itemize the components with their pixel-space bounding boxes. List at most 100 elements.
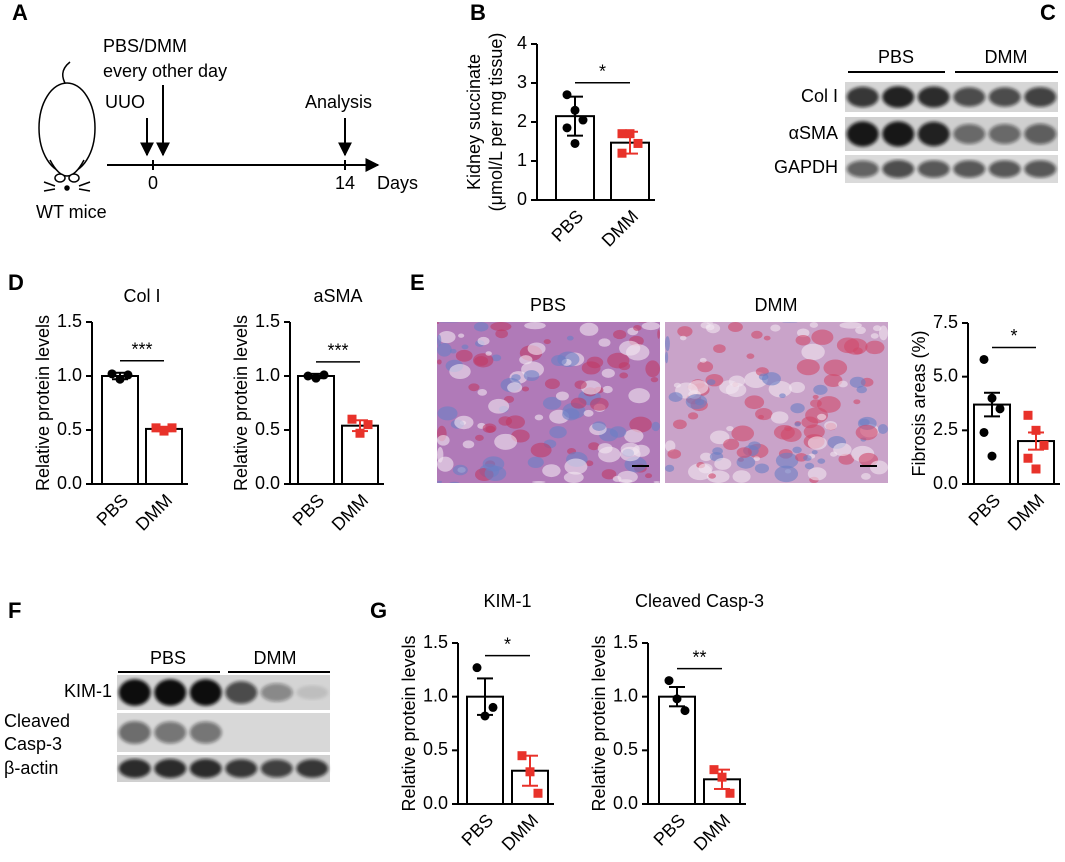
tissue — [653, 481, 660, 483]
tissue — [452, 464, 468, 476]
blot-label: KIM-1 — [64, 681, 112, 701]
tissue — [454, 415, 474, 430]
group-label: PBS — [150, 648, 186, 668]
tissue — [873, 325, 882, 332]
y-tick-label: 5.0 — [933, 365, 958, 385]
panel-label: D — [8, 270, 24, 295]
group-label: PBS — [878, 47, 914, 67]
tissue — [801, 343, 825, 361]
tissue — [833, 443, 852, 456]
tissue — [613, 329, 627, 340]
tissue — [485, 351, 492, 356]
blot-band — [118, 759, 151, 778]
chart-title: KIM-1 — [483, 591, 531, 611]
x-tick-label: DMM — [598, 206, 643, 251]
tissue — [761, 372, 781, 386]
tissue — [790, 403, 805, 414]
tissue — [566, 335, 574, 341]
bar — [101, 375, 139, 485]
treatment-label: every other day — [103, 61, 227, 81]
significance-label: * — [504, 634, 511, 654]
y-tick-label: 0.5 — [423, 739, 448, 759]
blot-band — [846, 160, 879, 178]
tissue — [462, 440, 475, 449]
tissue — [618, 362, 631, 371]
data-point — [355, 428, 365, 438]
tissue — [779, 393, 786, 398]
group-label: DMM — [985, 47, 1028, 67]
significance-label: ** — [692, 647, 706, 667]
tissue — [736, 455, 756, 469]
tissue — [504, 395, 515, 403]
tissue — [838, 380, 848, 388]
tissue — [438, 322, 460, 323]
blot-band — [846, 121, 879, 147]
tissue — [449, 364, 471, 380]
panel-label: F — [8, 598, 21, 623]
tissue — [665, 351, 669, 364]
tissue — [549, 426, 567, 439]
y-tick-label: 1.0 — [423, 685, 448, 705]
y-tick-label: 1 — [517, 150, 527, 170]
y-tick-label: 1.0 — [255, 365, 280, 385]
blot-band — [882, 160, 915, 178]
tissue — [618, 479, 633, 483]
data-point — [672, 694, 682, 704]
data-point — [709, 765, 719, 775]
tissue — [732, 470, 751, 483]
tissue — [667, 449, 682, 459]
image-label: DMM — [755, 295, 798, 315]
tissue — [485, 425, 496, 433]
tissue — [812, 394, 819, 400]
tissue — [714, 457, 732, 470]
blot-strip — [845, 117, 1058, 151]
mouse-icon — [38, 61, 96, 192]
data-point — [725, 788, 735, 798]
tissue — [519, 355, 533, 365]
blot-band — [296, 759, 329, 778]
tissue — [570, 397, 587, 409]
data-point — [625, 129, 635, 139]
tissue — [697, 361, 714, 373]
y-axis-label: Relative protein levels — [589, 635, 609, 811]
tissue — [753, 456, 761, 462]
tissue — [511, 374, 521, 381]
significance-label: *** — [131, 340, 152, 360]
y-axis-label: (μmol/L per mg tissue) — [486, 33, 506, 212]
tissue — [473, 322, 489, 332]
y-tick-label: 4 — [517, 33, 527, 53]
y-tick-label: 0.0 — [933, 473, 958, 493]
tissue — [641, 322, 661, 331]
tissue — [458, 333, 465, 338]
tissue — [817, 458, 826, 464]
tissue — [813, 384, 828, 395]
tissue — [581, 361, 601, 375]
data-point — [472, 663, 482, 673]
tissue — [665, 464, 675, 472]
blot-band — [917, 121, 950, 147]
y-tick-label: 0.5 — [613, 739, 638, 759]
blot-band — [1024, 123, 1057, 145]
tissue — [609, 426, 627, 438]
tissue — [770, 324, 781, 332]
tissue — [672, 419, 687, 430]
tissue — [597, 443, 613, 454]
y-tick-label: 1.5 — [255, 311, 280, 331]
y-tick-label: 2.5 — [933, 419, 958, 439]
data-point — [995, 404, 1005, 414]
x-tick-label: DMM — [1004, 490, 1049, 535]
tissue — [437, 406, 458, 421]
tissue — [723, 438, 740, 450]
tissue — [728, 375, 746, 387]
y-tick-label: 1.5 — [423, 632, 448, 652]
tissue — [498, 416, 513, 426]
blot-band — [882, 86, 915, 108]
tissue — [731, 425, 755, 442]
tissue — [524, 322, 546, 330]
data-point — [533, 788, 543, 798]
tissue — [651, 421, 660, 432]
data-point — [1031, 464, 1041, 474]
data-point — [570, 105, 580, 115]
tissue — [602, 385, 613, 394]
y-axis-label: Fibrosis areas (%) — [909, 330, 929, 476]
